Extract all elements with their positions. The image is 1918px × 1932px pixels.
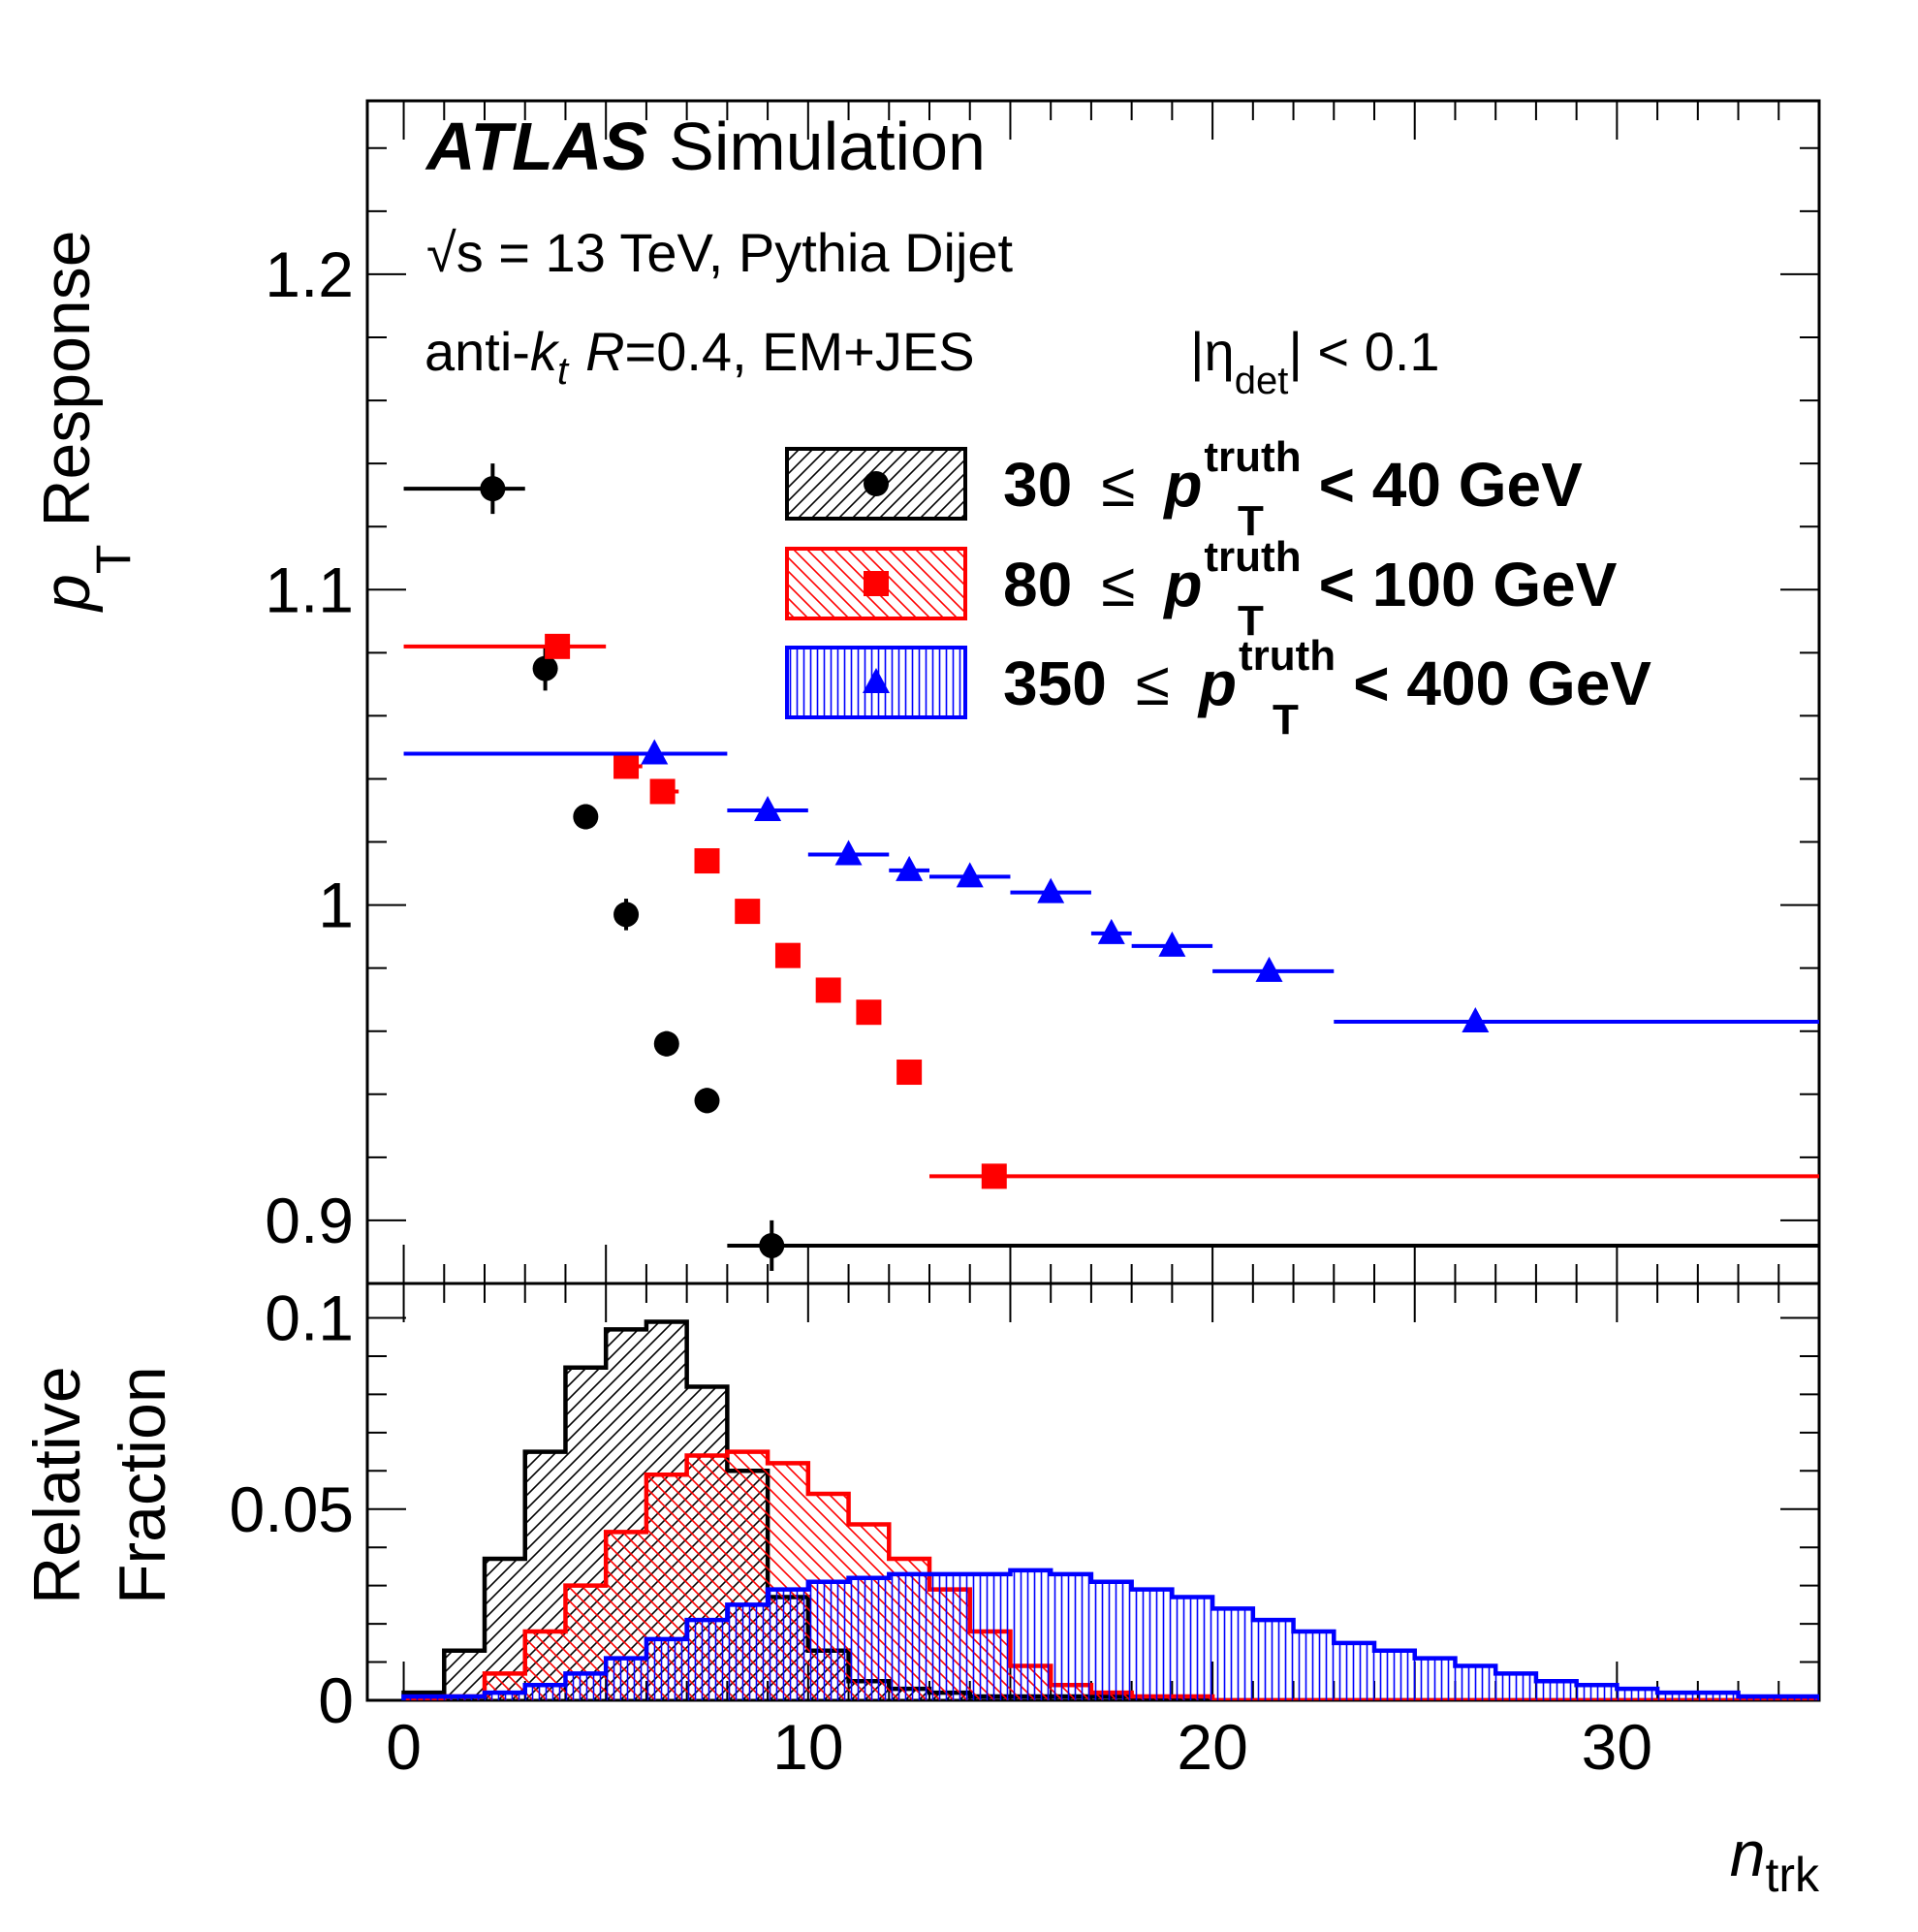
data-point-square	[856, 999, 882, 1026]
data-point-square	[774, 942, 801, 968]
data-point-square	[896, 1060, 923, 1086]
data-point-triangle	[956, 862, 984, 888]
data-point-circle	[573, 804, 599, 830]
histogram-outline-2	[401, 1568, 1819, 1700]
data-point-circle	[694, 1088, 720, 1114]
data-point-triangle	[1255, 956, 1283, 982]
sqrt-s-label: √s = 13 TeV, Pythia Dijet	[426, 222, 1014, 283]
data-point-triangle	[1462, 1006, 1490, 1032]
y-tick-label-0-05: 0.05	[230, 1473, 354, 1545]
data-point-circle	[480, 476, 506, 502]
relative-fraction-histograms	[401, 1319, 1819, 1700]
data-point-triangle	[1097, 918, 1125, 944]
legend-label-30-40: 30 ≤ ptruth < 40 GeV	[1003, 433, 1583, 520]
atlas-label: ATLAS Simulation	[424, 109, 986, 184]
data-point-triangle	[834, 839, 863, 866]
data-point-square	[815, 977, 841, 1003]
data-point-circle	[759, 1232, 785, 1258]
data-point-square	[613, 753, 640, 779]
top-panel-ticks	[367, 101, 1820, 1284]
y-tick-label-1-2: 1.2	[265, 238, 354, 310]
legend-label-80-100: 80 ≤ ptruth < 100 GeV	[1003, 533, 1618, 619]
x-tick-label-20: 20	[1177, 1711, 1247, 1783]
x-tick-label-0: 0	[386, 1711, 422, 1783]
legend-label-350-400: 350 ≤ ptruth < 400 GeV	[1003, 632, 1651, 718]
data-point-circle	[613, 902, 640, 928]
data-point-triangle	[1037, 877, 1065, 903]
data-point-triangle	[896, 855, 924, 881]
x-tick-labels: 0 10 20 30	[386, 1711, 1652, 1783]
response-data-points	[403, 463, 1819, 1271]
y-tick-label-1: 1	[318, 870, 354, 941]
legend: 30 ≤ ptruth < 40 GeV T 80 ≤ ptruth < 100 GeV T…	[785, 433, 1651, 744]
legend-pt-sub-350-400: T	[1273, 696, 1299, 744]
legend-pt-sub-80-100: T	[1238, 597, 1264, 645]
top-y-tick-labels: 0.9 1 1.1 1.2	[265, 238, 354, 1256]
y-tick-label-1-1: 1.1	[265, 554, 354, 625]
data-point-square	[981, 1163, 1007, 1189]
legend-pt-sub-30-40: T	[1238, 497, 1264, 545]
data-point-square	[694, 848, 720, 874]
legend-marker-circle	[864, 471, 889, 496]
data-point-circle	[532, 655, 558, 681]
bottom-y-axis-title-line2: Fraction	[106, 1366, 179, 1604]
bottom-y-axis-title-line1: Relative	[20, 1366, 94, 1604]
y-tick-label-0-9: 0.9	[265, 1185, 354, 1256]
bottom-y-tick-labels: 0 0.05 0.1	[230, 1283, 354, 1736]
y-tick-label-0-1: 0.1	[265, 1283, 354, 1354]
data-point-triangle	[754, 796, 782, 821]
data-point-triangle	[641, 739, 669, 765]
legend-marker-square	[864, 571, 889, 596]
data-point-square	[735, 899, 761, 925]
jet-algorithm-label: anti-kt R=0.4, EM+JES	[424, 321, 975, 393]
legend-marker-triangle	[863, 668, 890, 693]
data-point-square	[545, 633, 571, 659]
x-tick-label-10: 10	[772, 1711, 843, 1783]
eta-cut-label: |ηdet| < 0.1	[1190, 321, 1440, 402]
data-point-circle	[653, 1030, 679, 1057]
x-tick-label-30: 30	[1582, 1711, 1652, 1783]
top-y-axis-title: pTResponse	[30, 230, 141, 613]
data-point-triangle	[1158, 931, 1186, 957]
x-axis-title: ntrk	[1730, 1818, 1820, 1902]
y-tick-label-0: 0	[318, 1664, 354, 1736]
data-point-square	[649, 778, 676, 805]
